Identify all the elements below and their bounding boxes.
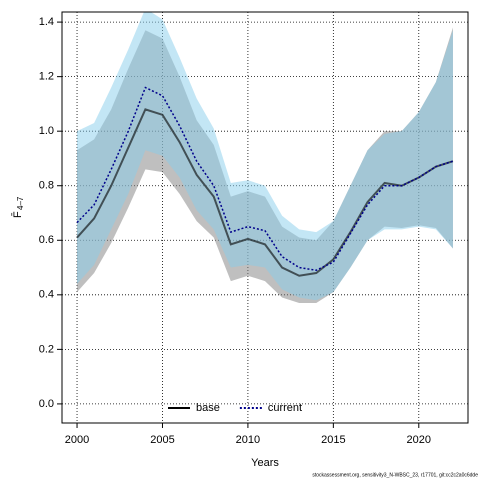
footnote: stockassessment.org, sensitivity3_N-WBSC… (312, 472, 478, 478)
series-line (76, 86, 454, 272)
y-tick-label: 0.2 (39, 343, 54, 355)
series-line (76, 108, 454, 277)
y-tick-label: 0.4 (39, 289, 54, 301)
y-axis-label: F̄ 4–7 (11, 196, 25, 218)
plot-area (62, 12, 468, 423)
x-tick-label: 2010 (236, 434, 260, 446)
x-tick-label: 2020 (407, 434, 431, 446)
legend-label: base (196, 402, 220, 414)
y-tick-label: 0.0 (39, 398, 54, 410)
y-axis-label-main: F̄ (11, 211, 24, 218)
y-tick-label: 0.6 (39, 234, 54, 246)
y-tick-label: 0.8 (39, 180, 54, 192)
confidence-band (77, 12, 453, 301)
y-axis-label-sub: 4–7 (16, 196, 25, 210)
x-tick-label: 2015 (321, 434, 345, 446)
y-tick-label: 1.4 (39, 16, 54, 28)
x-tick-label: 2000 (65, 434, 89, 446)
plot-frame (61, 11, 469, 424)
legend-label: current (268, 402, 302, 414)
y-tick-label: 1.0 (39, 125, 54, 137)
x-tick-label: 2005 (150, 434, 174, 446)
x-axis-label: Years (251, 457, 279, 469)
y-tick-label: 1.2 (39, 71, 54, 83)
